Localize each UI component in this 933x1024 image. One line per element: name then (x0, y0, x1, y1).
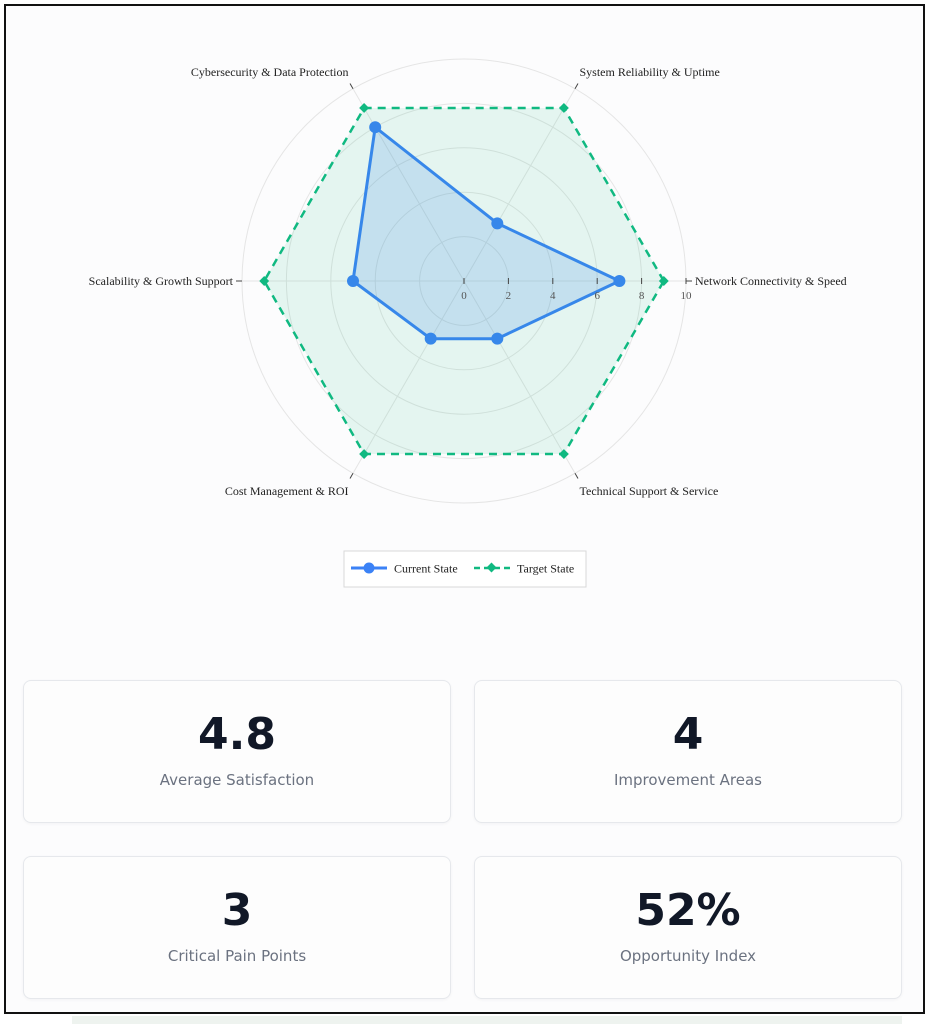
tick-label: 4 (550, 290, 556, 302)
tick-label: 2 (506, 290, 512, 302)
axis-label-system-reliability-and-uptime: System Reliability & Uptime (580, 65, 720, 79)
legend: Current State Target State (343, 550, 587, 588)
stat-label: Opportunity Index (619, 947, 757, 965)
legend-label-current-state: Current State (394, 562, 458, 576)
data-point[interactable] (491, 332, 504, 345)
stat-card-critical-pain-points: 3 Critical Pain Points (23, 856, 451, 999)
tick-label: 6 (594, 290, 600, 302)
series-current-state (347, 121, 626, 345)
data-point[interactable] (424, 332, 437, 345)
stat-label: Critical Pain Points (167, 947, 307, 965)
data-point[interactable] (491, 217, 504, 230)
grid-spoke (463, 280, 576, 474)
axis-label-technical-support-and-service: Technical Support & Service (580, 484, 719, 498)
legend-item-target-state[interactable]: Target State (474, 562, 574, 576)
data-point[interactable] (613, 275, 626, 287)
axis-tick (349, 83, 354, 89)
legend-marker-current-state (363, 562, 375, 574)
grid-spoke (352, 280, 465, 474)
data-point[interactable] (369, 121, 382, 134)
tick-label: 0 (461, 290, 467, 302)
data-point[interactable] (347, 275, 359, 287)
axis-label-cost-management-and-roi: Cost Management & ROI (225, 484, 349, 498)
axis-tick (574, 473, 579, 479)
data-point[interactable] (558, 103, 569, 113)
data-point[interactable] (259, 276, 270, 286)
stat-value: 4 (672, 709, 704, 760)
angular-axis-labels: Network Connectivity & Speed System Relia… (89, 65, 847, 498)
data-point[interactable] (558, 449, 569, 459)
tick-label: 8 (639, 290, 645, 302)
tick-label: 10 (681, 290, 693, 302)
radar-chart: 0 2 4 6 8 10 Network Connectivity & Speed Syst… (89, 58, 847, 588)
stat-card-improvement-areas: 4 Improvement Areas (474, 680, 902, 823)
legend-item-current-state[interactable]: Current State (351, 562, 458, 576)
grid-spoke (463, 88, 576, 282)
axis-tick (574, 83, 579, 89)
dashboard-frame: 0 2 4 6 8 10 Network Connectivity & Speed Syst… (4, 4, 925, 1014)
legend-marker-target-state (486, 562, 497, 573)
stat-value: 3 (221, 885, 253, 936)
stat-label: Improvement Areas (613, 771, 762, 789)
stat-label: Average Satisfaction (159, 771, 315, 789)
axis-tick (349, 473, 354, 479)
stat-value: 52% (635, 885, 741, 936)
grid-spoke (352, 88, 465, 282)
radial-axis: 0 2 4 6 8 10 (461, 278, 692, 302)
legend-label-target-state: Target State (517, 562, 574, 576)
axis-label-network-connectivity-and-speed: Network Connectivity & Speed (695, 274, 847, 288)
stat-value: 4.8 (198, 709, 276, 760)
data-point[interactable] (658, 276, 669, 286)
data-point[interactable] (359, 449, 370, 459)
stat-card-average-satisfaction: 4.8 Average Satisfaction (23, 680, 451, 823)
stat-card-opportunity-index: 52% Opportunity Index (474, 856, 902, 999)
bottom-strip (72, 1016, 902, 1024)
axis-label-scalability-and-growth-support: Scalability & Growth Support (89, 274, 234, 288)
axis-label-cybersecurity-and-data-protection: Cybersecurity & Data Protection (191, 65, 349, 79)
